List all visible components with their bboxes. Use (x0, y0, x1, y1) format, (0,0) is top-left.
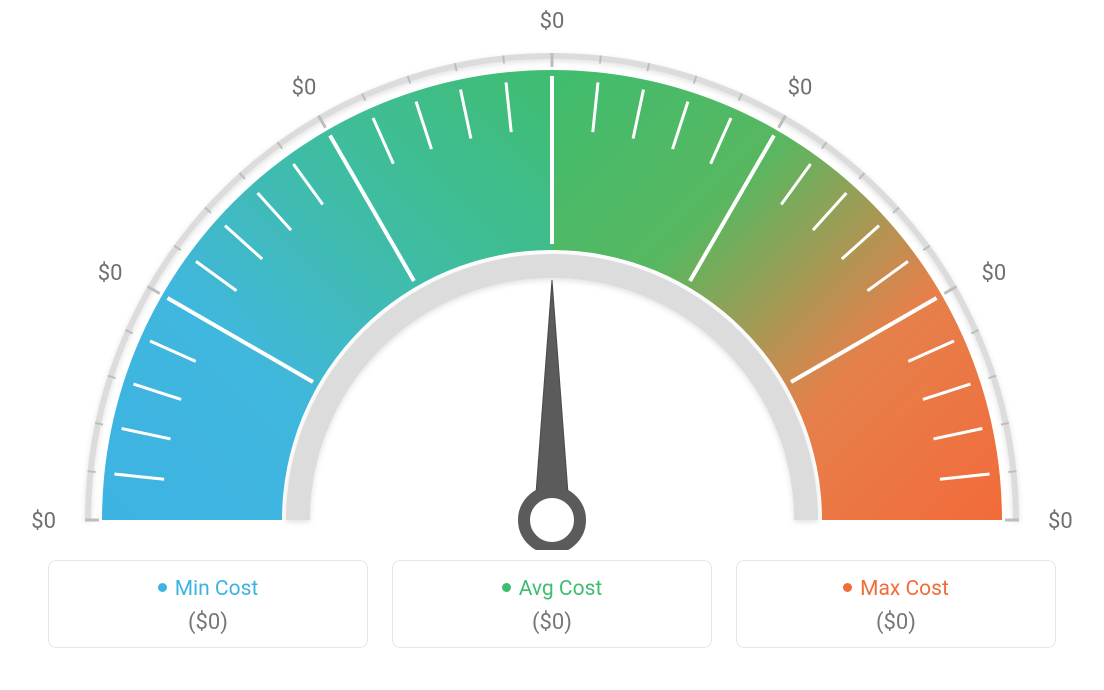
svg-text:$0: $0 (98, 261, 123, 286)
legend-dot-avg (502, 583, 511, 592)
legend-label-avg: Avg Cost (519, 577, 603, 601)
legend-box-min: Min Cost ($0) (48, 560, 368, 648)
legend-title-max: Max Cost (737, 575, 1055, 604)
legend-value-avg: ($0) (393, 610, 711, 635)
gauge-svg: $0 $0 $0 $0 $0 $0 $0 (22, 10, 1082, 550)
svg-text:$0: $0 (31, 509, 56, 534)
svg-text:$0: $0 (292, 75, 317, 100)
legend-label-min: Min Cost (175, 577, 259, 601)
svg-text:$0: $0 (982, 261, 1007, 286)
svg-text:$0: $0 (540, 10, 565, 34)
legend-value-max: ($0) (737, 610, 1055, 635)
legend-value-min: ($0) (49, 610, 367, 635)
legend-title-min: Min Cost (49, 575, 367, 604)
legend-box-max: Max Cost ($0) (736, 560, 1056, 648)
legend-dot-max (843, 583, 852, 592)
gauge-chart: $0 $0 $0 $0 $0 $0 $0 (22, 10, 1082, 550)
legend-dot-min (158, 583, 167, 592)
legend-box-avg: Avg Cost ($0) (392, 560, 712, 648)
legend-row: Min Cost ($0) Avg Cost ($0) Max Cost ($0… (48, 560, 1056, 648)
svg-text:$0: $0 (1048, 509, 1073, 534)
legend-label-max: Max Cost (860, 577, 949, 601)
svg-text:$0: $0 (788, 75, 813, 100)
legend-title-avg: Avg Cost (393, 575, 711, 604)
